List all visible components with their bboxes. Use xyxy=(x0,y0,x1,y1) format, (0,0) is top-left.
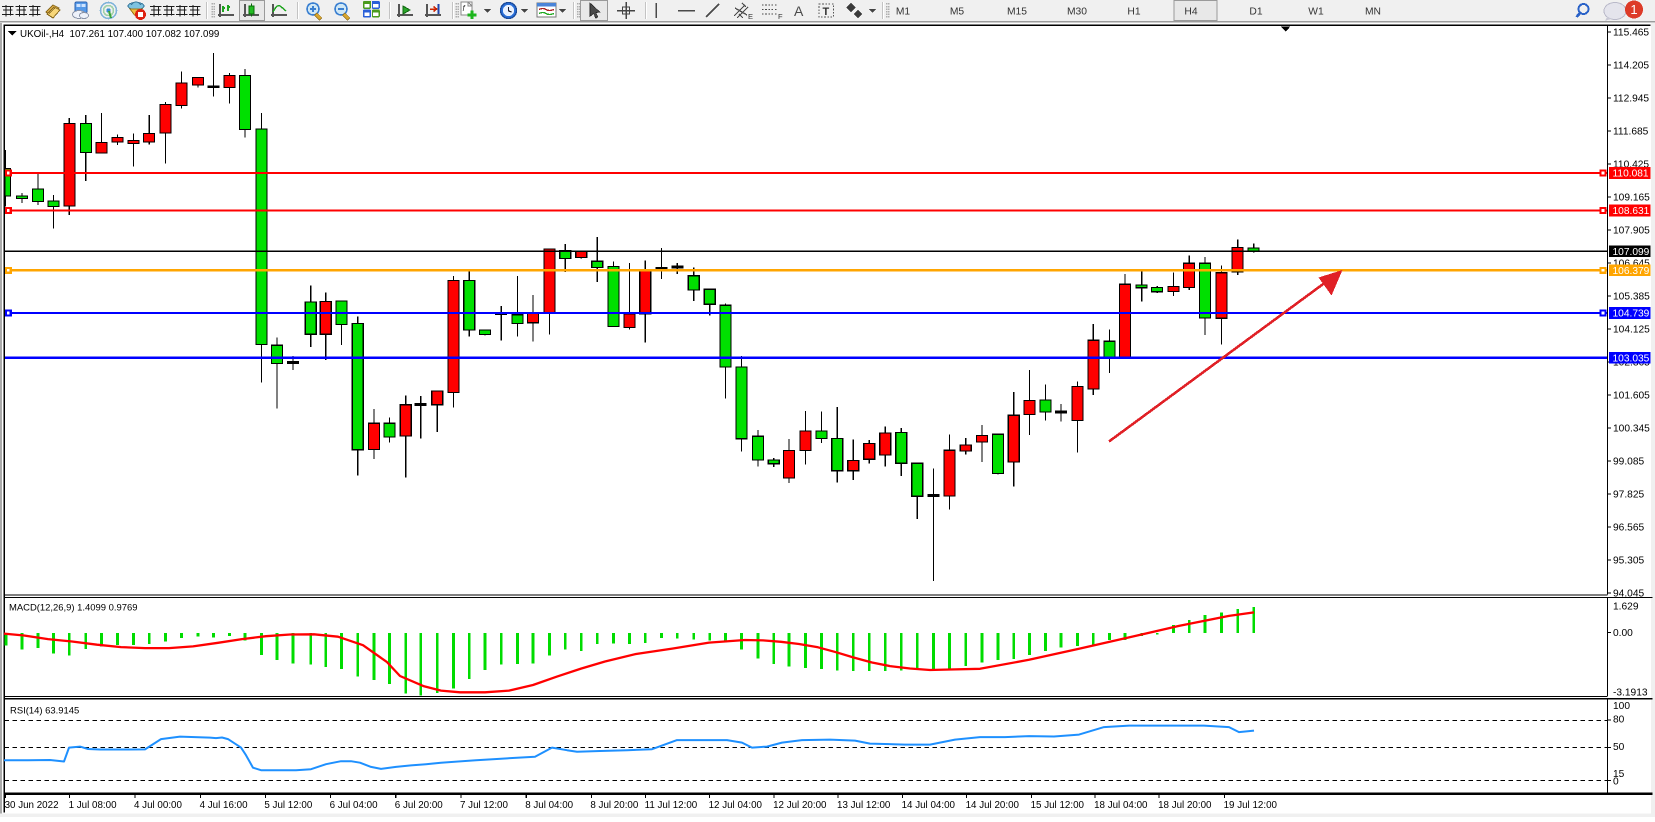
svg-text:A: A xyxy=(794,3,804,19)
svg-text:18 Jul 04:00: 18 Jul 04:00 xyxy=(1094,800,1148,811)
svg-text:5 Jul 12:00: 5 Jul 12:00 xyxy=(264,800,312,811)
svg-text:M30: M30 xyxy=(1067,7,1087,18)
svg-text:8 Jul 04:00: 8 Jul 04:00 xyxy=(525,800,573,811)
svg-text:D1: D1 xyxy=(1249,7,1262,18)
svg-text:4 Jul 00:00: 4 Jul 00:00 xyxy=(134,800,182,811)
svg-text:12 Jul 04:00: 12 Jul 04:00 xyxy=(709,800,763,811)
svg-text:M5: M5 xyxy=(950,7,965,18)
svg-text:RSI(14) 63.9145: RSI(14) 63.9145 xyxy=(10,706,79,717)
svg-text:110.425: 110.425 xyxy=(1613,160,1649,171)
svg-text:f: f xyxy=(463,4,466,13)
svg-text:-3.1913: -3.1913 xyxy=(1613,687,1648,698)
svg-text:12 Jul 20:00: 12 Jul 20:00 xyxy=(773,800,827,811)
svg-text:107.905: 107.905 xyxy=(1613,226,1650,237)
svg-text:109.165: 109.165 xyxy=(1613,193,1650,204)
svg-text:30 Jun 2022: 30 Jun 2022 xyxy=(5,800,59,811)
svg-text:101.605: 101.605 xyxy=(1613,391,1650,402)
svg-text:1 Jul 08:00: 1 Jul 08:00 xyxy=(69,800,117,811)
svg-text:108.631: 108.631 xyxy=(1613,206,1650,217)
svg-text:MN: MN xyxy=(1365,7,1381,18)
svg-text:107.099: 107.099 xyxy=(1613,247,1650,258)
svg-text:M1: M1 xyxy=(896,7,911,18)
svg-text:110.081: 110.081 xyxy=(1613,169,1649,180)
svg-text:13 Jul 12:00: 13 Jul 12:00 xyxy=(837,800,891,811)
svg-text:7 Jul 12:00: 7 Jul 12:00 xyxy=(460,800,508,811)
svg-text:100: 100 xyxy=(1613,701,1630,712)
svg-text:104.125: 104.125 xyxy=(1613,325,1650,336)
svg-text:0: 0 xyxy=(1613,776,1619,787)
svg-text:15: 15 xyxy=(1613,769,1625,780)
svg-text:95.305: 95.305 xyxy=(1613,556,1644,567)
svg-text:103.035: 103.035 xyxy=(1613,353,1650,364)
svg-text:6 Jul 20:00: 6 Jul 20:00 xyxy=(395,800,443,811)
svg-text:F: F xyxy=(778,12,783,21)
svg-text:100.345: 100.345 xyxy=(1613,424,1650,435)
svg-text:112.945: 112.945 xyxy=(1613,94,1649,105)
svg-text:T: T xyxy=(823,6,830,18)
svg-text:106.645: 106.645 xyxy=(1613,259,1650,270)
svg-text:14 Jul 04:00: 14 Jul 04:00 xyxy=(902,800,956,811)
svg-text:18 Jul 20:00: 18 Jul 20:00 xyxy=(1158,800,1212,811)
svg-text:H4: H4 xyxy=(1184,7,1197,18)
svg-text:UKOil-,H4 107.261 107.400 107: UKOil-,H4 107.261 107.400 107.082 107.09… xyxy=(20,29,219,40)
svg-text:W1: W1 xyxy=(1308,7,1324,18)
svg-text:14 Jul 20:00: 14 Jul 20:00 xyxy=(966,800,1020,811)
svg-text:M15: M15 xyxy=(1007,7,1027,18)
svg-text:19 Jul 12:00: 19 Jul 12:00 xyxy=(1224,800,1278,811)
svg-text:0.00: 0.00 xyxy=(1613,628,1633,639)
svg-text:96.565: 96.565 xyxy=(1613,523,1644,534)
svg-text:105.385: 105.385 xyxy=(1613,292,1650,303)
svg-text:MACD(12,26,9) 1.4099 0.9769: MACD(12,26,9) 1.4099 0.9769 xyxy=(9,603,138,614)
svg-text:106.379: 106.379 xyxy=(1613,266,1650,277)
svg-text:15 Jul 12:00: 15 Jul 12:00 xyxy=(1031,800,1085,811)
svg-text:99.085: 99.085 xyxy=(1613,457,1644,468)
svg-text:H1: H1 xyxy=(1127,7,1140,18)
svg-text:11 Jul 12:00: 11 Jul 12:00 xyxy=(645,800,698,811)
svg-text:115.465: 115.465 xyxy=(1613,28,1649,39)
svg-text:1.629: 1.629 xyxy=(1613,602,1639,613)
svg-text:1: 1 xyxy=(1630,2,1637,17)
svg-text:114.205: 114.205 xyxy=(1613,61,1649,72)
svg-text:6 Jul 04:00: 6 Jul 04:00 xyxy=(330,800,378,811)
svg-text:111.685: 111.685 xyxy=(1613,127,1649,138)
svg-text:104.739: 104.739 xyxy=(1613,309,1650,320)
svg-text:80: 80 xyxy=(1613,714,1625,725)
svg-text:4 Jul 16:00: 4 Jul 16:00 xyxy=(200,800,248,811)
svg-text:50: 50 xyxy=(1613,742,1625,753)
svg-text:8 Jul 20:00: 8 Jul 20:00 xyxy=(590,800,638,811)
svg-text:E: E xyxy=(748,12,753,21)
svg-text:94.045: 94.045 xyxy=(1613,589,1644,600)
svg-text:97.825: 97.825 xyxy=(1613,490,1644,501)
